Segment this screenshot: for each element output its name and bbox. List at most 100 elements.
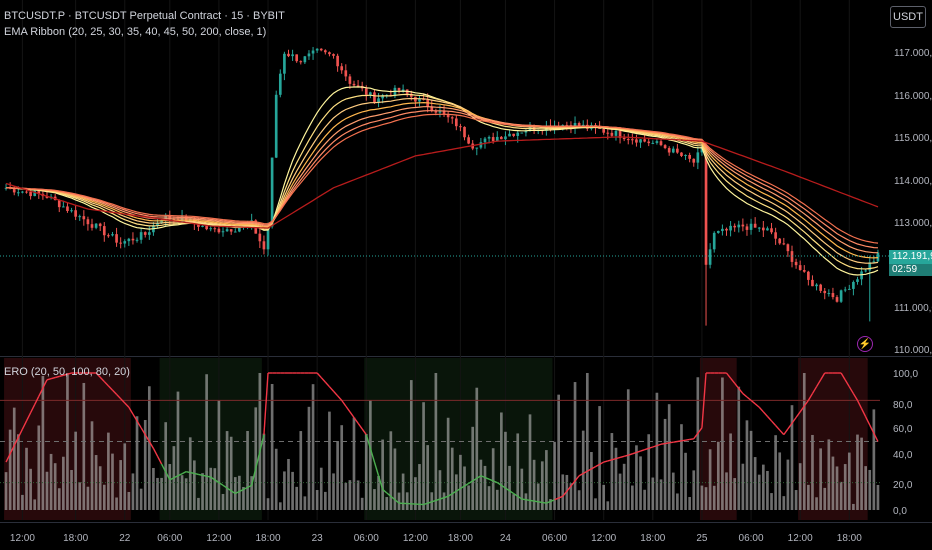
ero-line-segment [591, 466, 596, 470]
ero-bar [422, 402, 425, 510]
candle-body [794, 261, 798, 266]
ero-zone-low [364, 358, 553, 520]
ero-line-segment [546, 500, 551, 504]
ero-bar [205, 374, 208, 510]
candle-body [843, 289, 847, 291]
ero-bar [303, 496, 307, 510]
ero-bar [381, 439, 384, 510]
ero-bar [270, 383, 274, 510]
candle-body [733, 225, 737, 228]
ero-line-segment [95, 372, 101, 378]
ero-line-segment [517, 495, 523, 500]
ero-line-segment [99, 376, 105, 383]
ero-line-segment [206, 475, 211, 478]
ero-line-segment [636, 450, 641, 454]
candle-body [12, 188, 16, 193]
ero-bar [594, 498, 597, 510]
candle-body [622, 137, 626, 140]
ero-bar [152, 467, 155, 510]
ero-line-segment [464, 482, 469, 487]
ero-line-segment [628, 453, 633, 456]
ero-bar [184, 478, 188, 510]
ero-line-segment [349, 411, 355, 418]
ema-ribbon-legend: EMA Ribbon (20, 25, 30, 35, 40, 45, 50, … [4, 26, 267, 38]
currency-button[interactable]: USDT [890, 6, 926, 28]
candle-body [860, 271, 863, 280]
candle-body [328, 52, 331, 55]
ero-line-segment [488, 478, 494, 482]
time-tick-label: 06:00 [739, 533, 764, 544]
candle-body [811, 279, 814, 287]
ero-bar [438, 470, 442, 510]
ero-bar [733, 478, 737, 510]
ero-bar [688, 497, 691, 510]
ero-line-segment [427, 501, 432, 504]
ero-bar [352, 417, 356, 510]
ero-line-segment [169, 477, 175, 481]
candle-body [573, 123, 577, 128]
ero-bar [741, 463, 745, 510]
ero-line-segment [603, 460, 608, 463]
candle-body [29, 191, 32, 197]
candle-body [774, 232, 777, 239]
candle-body [98, 223, 102, 227]
ero-bar [811, 434, 814, 510]
candle-body [409, 93, 413, 97]
ero-bar [565, 474, 569, 510]
candle-body [311, 50, 315, 54]
candle-body [762, 227, 765, 231]
ero-line-segment [63, 373, 68, 376]
ero-line-segment [648, 446, 654, 450]
ero-bar [561, 474, 565, 510]
ero-bar [700, 485, 704, 510]
ero-bar [536, 483, 540, 510]
ero-line-segment [656, 443, 662, 447]
candle-body [94, 223, 98, 228]
candle-body [835, 297, 839, 302]
ema-30-line [5, 97, 879, 264]
time-tick-label: 06:00 [542, 533, 567, 544]
candle-body [643, 139, 646, 142]
ero-line-segment [685, 438, 690, 441]
ero-bar [12, 407, 16, 510]
candle-body [352, 83, 356, 86]
ero-bar [168, 464, 172, 510]
ero-line-segment [382, 488, 388, 494]
candle-body [164, 215, 168, 221]
ero-bar [41, 375, 45, 510]
time-tick-label: 12:00 [403, 533, 428, 544]
ero-bar [119, 460, 122, 510]
ero-line-segment [263, 372, 269, 435]
ero-line-segment [550, 499, 555, 503]
ero-bar [131, 473, 135, 510]
ero-bar [291, 471, 294, 510]
candle-body [111, 234, 114, 236]
ero-line-segment [160, 463, 167, 473]
time-tick-label: 06:00 [157, 533, 182, 544]
ero-bar [716, 441, 720, 510]
ero-line-segment [615, 456, 621, 460]
ero-line-segment [386, 492, 392, 497]
ero-bar [225, 431, 229, 510]
ero-line-segment [136, 420, 142, 429]
candle-body [356, 85, 360, 87]
ero-line-segment [67, 372, 72, 375]
ero-line-segment [693, 432, 699, 440]
candle-body [631, 139, 634, 141]
ema-ribbon [5, 86, 879, 276]
ero-bar [450, 447, 454, 510]
ero-bar [729, 433, 732, 510]
ero-bar [843, 464, 847, 510]
candle-body [274, 94, 278, 158]
ero-bar [852, 503, 855, 510]
ero-bar [868, 469, 872, 510]
candle-body [737, 224, 741, 228]
ero-tick-label: 80,0 [893, 400, 913, 411]
ero-bar [49, 453, 53, 510]
candle-body [483, 138, 487, 143]
ero-bar [643, 489, 646, 510]
ero-line-segment [46, 378, 52, 381]
lightning-icon[interactable]: ⚡ [857, 336, 873, 352]
ero-line-segment [562, 490, 568, 497]
